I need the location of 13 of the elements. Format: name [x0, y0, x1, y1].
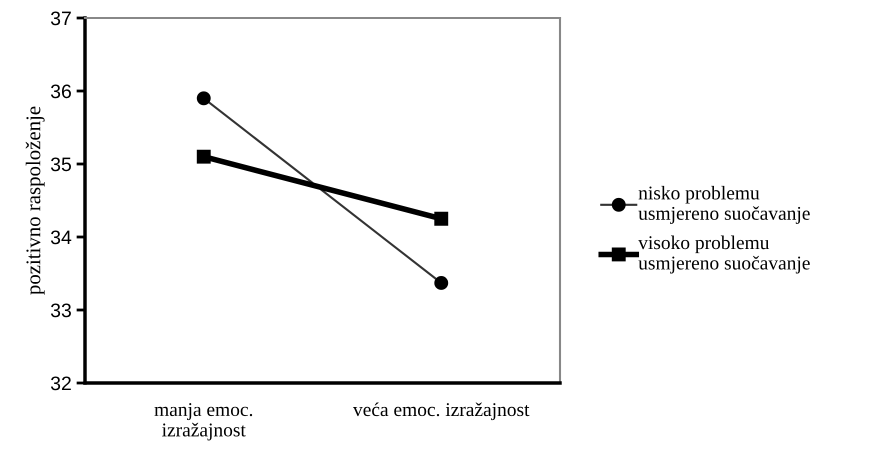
x-tick-label: manja emoc. izražajnost [154, 403, 252, 440]
point [434, 212, 448, 226]
y-tick-label: 37 [50, 11, 71, 26]
y-axis-title: pozitivno raspoloženje [26, 106, 45, 295]
y-tick-label: 34 [50, 230, 72, 244]
point [196, 150, 211, 164]
legend-label: visoko problemu usmjereno suočavanje [638, 236, 810, 274]
y-tick-label: 35 [50, 157, 71, 172]
y-tick-label: 32 [50, 376, 71, 390]
x-tick-label: veća emoc. izražajnost [352, 402, 530, 420]
legend-label: nisko problemu usmjereno suočavanje [638, 186, 810, 224]
y-tick-label: 36 [50, 84, 71, 98]
y-tick-label: 33 [50, 303, 71, 318]
